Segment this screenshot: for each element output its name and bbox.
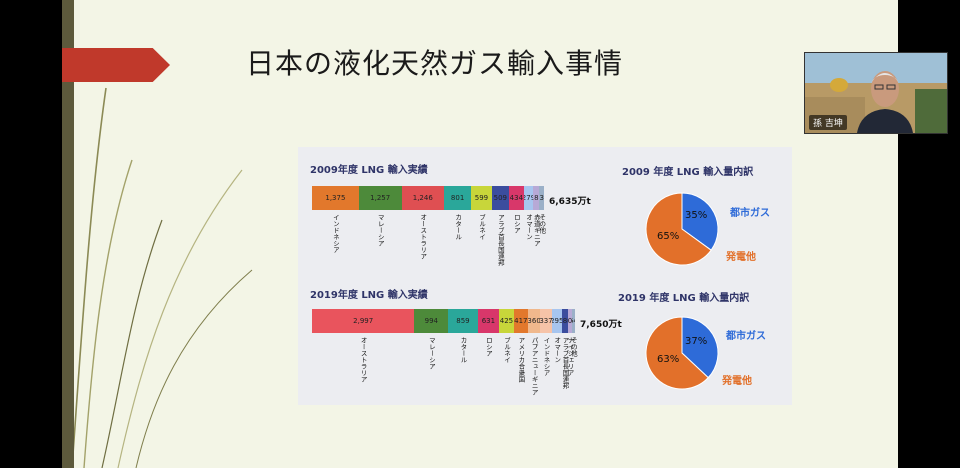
bar-category-label: マレーシア	[376, 214, 385, 247]
bar-segment: 64	[571, 309, 575, 333]
bar-value-label: 279	[523, 194, 534, 202]
title-arrow	[62, 48, 170, 82]
bar-segment: 1,246	[401, 186, 444, 210]
bar-segment: 417	[513, 309, 528, 333]
bar-category-label: その他	[537, 214, 546, 234]
bar-segment: 434	[508, 186, 524, 210]
bar-category-label: インドネシア	[331, 214, 340, 253]
bar-segment: 1,375	[312, 186, 359, 210]
bar-segment: 631	[477, 309, 500, 333]
bar-segment: 360	[527, 309, 541, 333]
bar-value-label: 360	[527, 317, 541, 325]
bar-value-label: 994	[424, 317, 439, 325]
bar-value-label: 1,246	[412, 194, 433, 202]
chart-2009-title: 2009年度 LNG 輸入実績	[310, 165, 428, 176]
bar-segment: 337	[540, 309, 552, 333]
chart-2019-total: 7,650万t	[580, 320, 622, 330]
slide-title: 日本の液化天然ガス輸入事情	[246, 47, 624, 80]
decorative-curves	[71, 87, 253, 468]
bar-value-label: 186	[562, 317, 568, 325]
bar-category-label: マレーシア	[427, 337, 436, 370]
bar-category-label: オーストラリア	[418, 214, 427, 260]
bar-value-label: 417	[514, 317, 528, 325]
bar-segment: 2,997	[312, 309, 415, 333]
bar-category-label: オマーン	[552, 337, 561, 363]
pie-2009-power-pct: 65%	[657, 231, 680, 242]
bar-value-label: 631	[481, 317, 496, 325]
bar-segment: 186	[561, 309, 569, 333]
pie-2019-power-label: 発電他	[722, 376, 752, 387]
pie-2019-city-pct: 37%	[685, 336, 708, 347]
bar-value-label: 859	[456, 317, 470, 325]
bar-category-label: 赤道ギニア	[532, 214, 541, 247]
bar-value-label: 1,257	[370, 194, 391, 202]
slide-left-bar	[62, 0, 74, 468]
bar-category-label: アラブ首長国連邦	[561, 337, 570, 389]
bar-segment: 181	[533, 186, 540, 210]
slide-image-lng-imports: 2009年度 LNG 輸入実績 1,375 インドネシア 1,257 マレーシア 1,2…	[298, 147, 792, 405]
bar-category-label: ブルネイ	[477, 214, 486, 240]
bar-category-label: オマーン	[524, 214, 533, 240]
bar-category-label: ナイジェリア	[566, 337, 574, 376]
pie-2019	[645, 316, 719, 390]
pie-2019-city-label: 都市ガス	[726, 331, 766, 342]
pie-slice	[645, 192, 712, 266]
bar-segment: 295	[551, 309, 562, 333]
pie-2009-power-label: 発電他	[726, 252, 756, 263]
bar-value-label: 509	[493, 194, 507, 202]
pie-2009-city-label: 都市ガス	[730, 208, 770, 219]
bar-segment: 135	[539, 186, 544, 210]
bar-segment: 801	[443, 186, 472, 210]
bar-segment: 994	[414, 309, 449, 333]
bar-segment: 859	[448, 309, 478, 333]
bar-category-label: アラブ首長国連邦	[496, 214, 505, 266]
bar-segment: 106	[568, 309, 572, 333]
bar-value-label: 2,997	[353, 317, 374, 325]
bar-segment: 1,257	[358, 186, 402, 210]
bar-segment: 279	[523, 186, 534, 210]
pie-2019-title: 2019 年度 LNG 輸入量内訳	[618, 293, 750, 304]
bar-value-label: 64	[572, 317, 575, 325]
bar-segment: 509	[491, 186, 509, 210]
bar-category-label: ブルネイ	[502, 337, 511, 363]
pie-2009	[645, 192, 719, 266]
bar-value-label: 106	[568, 317, 572, 325]
pie-2019-power-pct: 63%	[657, 354, 680, 365]
pie-slice	[645, 316, 709, 390]
bar-category-label: インドネシア	[542, 337, 550, 376]
bar-segment: 599	[471, 186, 492, 210]
bar-value-label: 1,375	[325, 194, 346, 202]
bar-category-label: カタール	[453, 214, 462, 240]
bar-category-label: パプアニューギニア	[530, 337, 539, 396]
pie-2009-title: 2009 年度 LNG 輸入量内訳	[622, 167, 754, 178]
bar-category-label: ロシア	[512, 214, 521, 234]
bar-value-label: 337	[540, 317, 552, 325]
bar-category-label: オーストラリア	[359, 337, 368, 383]
webcam-video[interactable]: 孫 吉坤	[804, 52, 948, 134]
bar-value-label: 295	[551, 317, 562, 325]
bar-value-label: 801	[450, 194, 465, 202]
bar-value-label: 599	[474, 194, 489, 202]
bar-category-label: アメリカ合衆国	[516, 337, 525, 383]
bar-category-label: カタール	[458, 337, 467, 363]
bar-value-label: 434	[509, 194, 524, 202]
bar-category-label: ロシア	[484, 337, 493, 357]
pie-slice	[681, 192, 719, 251]
bar-value-label: 135	[539, 194, 544, 202]
bar-segment: 425	[499, 309, 514, 333]
bar-category-label: その他	[569, 337, 578, 357]
chart-2009-total: 6,635万t	[549, 197, 591, 207]
pie-slice	[681, 316, 719, 379]
bar-value-label: 181	[533, 194, 539, 202]
chart-2019-title: 2019年度 LNG 輸入実績	[310, 290, 428, 301]
participant-name: 孫 吉坤	[809, 115, 847, 130]
bar-value-label: 425	[499, 317, 514, 325]
pie-2009-city-pct: 35%	[685, 210, 708, 221]
